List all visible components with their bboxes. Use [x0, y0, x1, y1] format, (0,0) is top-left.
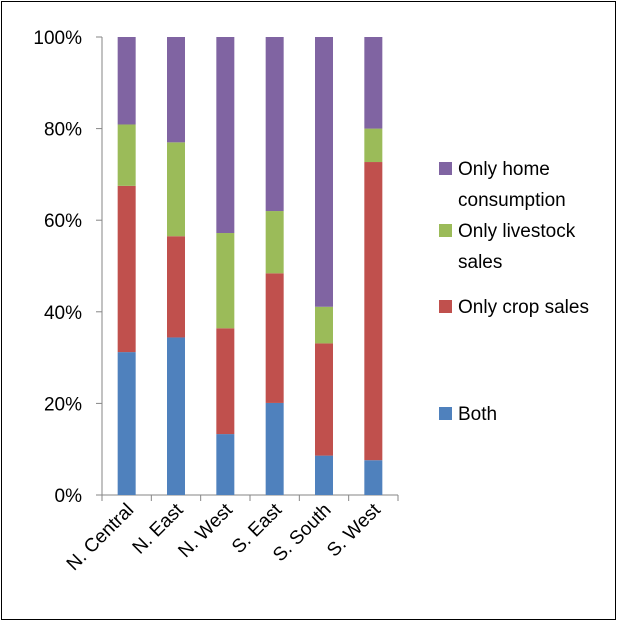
- bar-segment: [265, 211, 284, 274]
- bar-segment: [315, 343, 333, 456]
- x-tick-label: S. West: [323, 499, 385, 561]
- bar-segment: [167, 142, 185, 237]
- bar-segment: [364, 37, 383, 129]
- y-tick-label: 80%: [44, 120, 82, 141]
- bar-segment: [265, 37, 284, 212]
- y-tick-label: 0%: [55, 486, 83, 507]
- legend-label: Only home consumption: [458, 159, 566, 211]
- y-tick-label: 100%: [33, 28, 82, 49]
- bar-segment: [364, 162, 383, 461]
- bar-segment: [265, 402, 284, 495]
- x-tick-label: N. Central: [63, 500, 138, 575]
- bar-segment: [216, 328, 235, 435]
- x-tick-label: N. West: [174, 499, 237, 562]
- y-tick-label: 40%: [44, 303, 82, 324]
- bar-segment: [117, 124, 136, 186]
- bar-segment: [167, 37, 185, 143]
- bar-segment: [315, 37, 333, 307]
- bar-segment: [216, 233, 235, 329]
- bar-segment: [117, 185, 136, 353]
- bar-segment: [167, 337, 185, 495]
- bar-segment: [315, 455, 333, 495]
- legend-swatch: [439, 300, 452, 313]
- bar-segment: [364, 460, 383, 495]
- bar-segment: [117, 352, 136, 495]
- legend: Only home consumption Only livestock sales O…: [439, 159, 589, 425]
- legend-swatch: [439, 224, 452, 237]
- bar-segment: [265, 273, 284, 403]
- bar-segment: [216, 37, 235, 234]
- legend-label: Both: [458, 404, 497, 425]
- legend-label: Only livestock sales: [458, 221, 576, 273]
- bar-segment: [315, 306, 333, 344]
- bar-segment: [364, 128, 383, 163]
- y-tick-label: 20%: [44, 394, 82, 415]
- legend-swatch: [439, 407, 452, 420]
- bar-segment: [216, 434, 235, 495]
- axes: [96, 36, 399, 501]
- legend-swatch: [439, 162, 452, 175]
- bar-segment: [117, 37, 136, 125]
- y-tick-label: 60%: [44, 211, 82, 232]
- bars: [117, 37, 383, 495]
- bar-segment: [167, 236, 185, 338]
- legend-label: Only crop sales: [458, 297, 589, 318]
